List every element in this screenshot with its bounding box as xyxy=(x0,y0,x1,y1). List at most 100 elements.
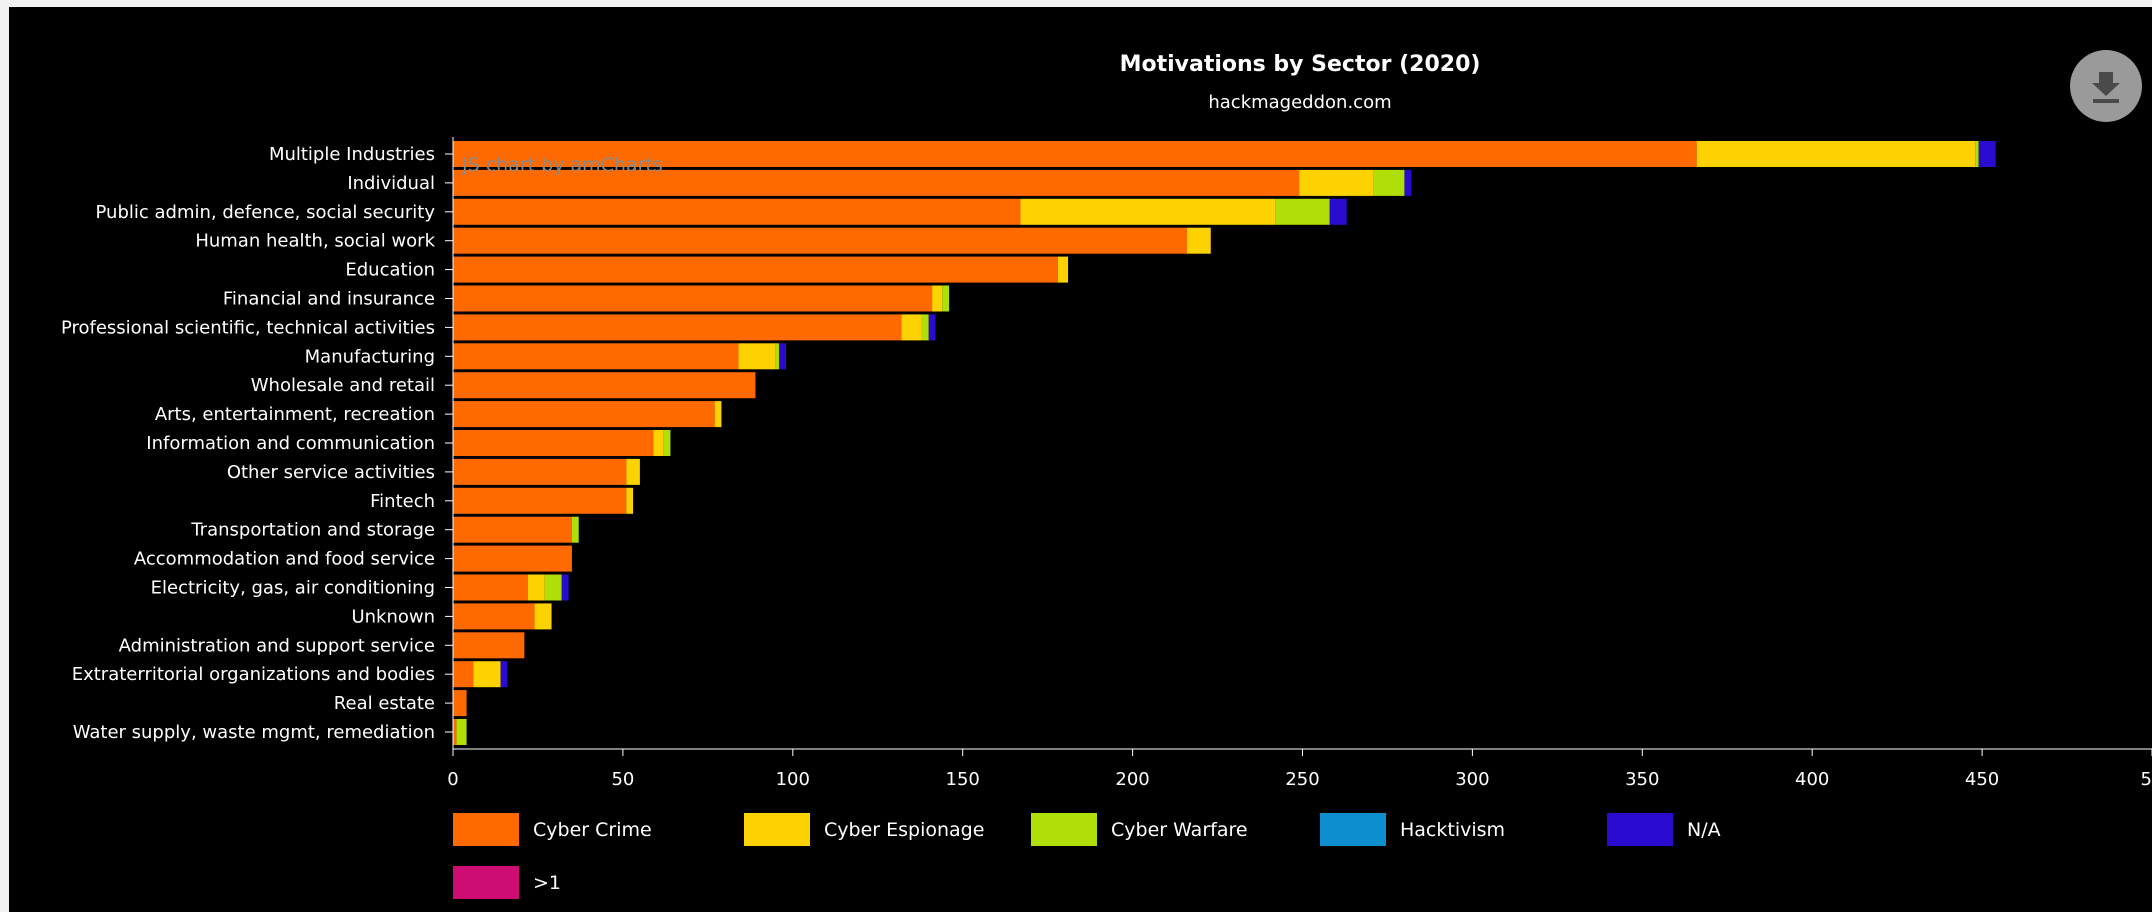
bar-segment[interactable]: Cyber Espionage: 5 xyxy=(534,603,552,630)
amcharts-credit[interactable]: JS chart by amCharts xyxy=(461,154,663,176)
bar-segment[interactable]: Cyber Crime: 216 xyxy=(453,227,1187,254)
bar-segment[interactable]: Cyber Espionage: 22 xyxy=(1299,169,1374,196)
bar-segment[interactable]: N/A: 5 xyxy=(1978,141,1996,167)
legend-swatch xyxy=(453,813,519,846)
category-label: Public admin, defence, social security xyxy=(96,202,436,223)
bar-segment[interactable]: Cyber Warfare: 2 xyxy=(571,516,579,543)
bar-segment[interactable]: Cyber Espionage: 3 xyxy=(653,430,664,456)
bar-segment[interactable]: N/A: 2 xyxy=(1404,169,1412,196)
x-tick-label: 50 xyxy=(611,769,634,790)
bar-segment[interactable]: Cyber Espionage: 3 xyxy=(932,285,943,312)
x-tick-label: 150 xyxy=(946,769,980,790)
x-axis: 0 50 100 150 200 250 300 350 400 450 50 xyxy=(447,137,2152,790)
bar-segment[interactable]: N/A: 5 xyxy=(1329,198,1347,225)
bar-segment[interactable]: Cyber Espionage: 7 xyxy=(1186,227,1211,254)
bar-segment[interactable]: Cyber Warfare: 3 xyxy=(456,719,467,745)
bar-segment[interactable]: Cyber Espionage: 11 xyxy=(738,343,776,370)
legend-item[interactable]: Cyber Espionage xyxy=(744,813,984,846)
bar-segment[interactable]: Cyber Espionage: 2 xyxy=(626,487,634,514)
bar-segment[interactable]: Cyber Crime: 1 xyxy=(453,719,457,745)
legend-swatch xyxy=(744,813,810,846)
bar-segment[interactable]: N/A: 2 xyxy=(500,661,508,688)
bar-segment[interactable]: Cyber Crime: 77 xyxy=(453,401,715,428)
bar-segment[interactable]: Cyber Warfare: 2 xyxy=(942,285,950,312)
legend-swatch xyxy=(1320,813,1386,846)
bar-segment[interactable]: Cyber Warfare: 9 xyxy=(1373,169,1405,196)
category-label: Financial and insurance xyxy=(223,289,435,310)
bar-segment[interactable]: Cyber Crime: 35 xyxy=(453,516,572,543)
category-label: Electricity, gas, air conditioning xyxy=(151,578,435,599)
bar-segment[interactable]: Cyber Warfare: 16 xyxy=(1275,198,1330,225)
bar-segment[interactable]: Cyber Crime: 141 xyxy=(453,285,933,312)
bar-segment[interactable]: Cyber Crime: 249 xyxy=(453,169,1300,196)
bar-segment[interactable]: Cyber Espionage: 8 xyxy=(473,661,501,688)
bar-segment[interactable]: Cyber Espionage: 75 xyxy=(1020,198,1276,225)
category-label: Unknown xyxy=(351,606,435,627)
chart-subtitle: hackmageddon.com xyxy=(1208,92,1391,113)
bar-segment[interactable]: Cyber Crime: 84 xyxy=(453,343,739,370)
bar-segment[interactable]: Cyber Espionage: 5 xyxy=(527,574,545,601)
bar-segment[interactable]: Cyber Warfare: 1 xyxy=(775,343,780,370)
legend-label: N/A xyxy=(1687,819,1721,841)
x-tick-label: 250 xyxy=(1285,769,1319,790)
bar-segment[interactable]: Cyber Crime: 21 xyxy=(453,632,525,659)
bar-segment[interactable]: Cyber Crime: 24 xyxy=(453,603,535,630)
category-labels: Multiple Industries Individual Public admi… xyxy=(61,144,453,743)
category-label: Transportation and storage xyxy=(190,520,435,541)
chart-panel: Motivations by Sector (2020) hackmageddo… xyxy=(9,7,2152,912)
legend-item[interactable]: Cyber Warfare xyxy=(1031,813,1248,846)
bar-segment[interactable]: Cyber Espionage: 2 xyxy=(714,401,722,428)
x-tick-label: 450 xyxy=(1965,769,1999,790)
bar-segment[interactable]: Cyber Warfare: 5 xyxy=(544,574,562,601)
x-tick-label: 350 xyxy=(1625,769,1659,790)
bar-segment[interactable]: Cyber Crime: 167 xyxy=(453,198,1021,225)
bars-layer: Cyber Crime: 366Cyber Espionage: 82Cyber… xyxy=(453,141,1996,745)
legend-item[interactable]: >1 xyxy=(453,866,561,899)
legend-label: >1 xyxy=(533,872,561,894)
bar-segment[interactable]: N/A: 2 xyxy=(779,343,787,370)
legend-swatch xyxy=(1607,813,1673,846)
legend-item[interactable]: Cyber Crime xyxy=(453,813,652,846)
bar-segment[interactable]: Cyber Crime: 59 xyxy=(453,430,654,456)
legend-item[interactable]: Hacktivism xyxy=(1320,813,1505,846)
x-tick-label: 0 xyxy=(447,769,458,790)
bar-segment[interactable]: Cyber Espionage: 3 xyxy=(1057,256,1069,283)
bar-segment[interactable]: Cyber Warfare: 2 xyxy=(663,430,671,456)
download-button[interactable] xyxy=(2070,50,2142,122)
category-label: Real estate xyxy=(334,693,435,714)
legend: Cyber Crime Cyber Espionage Cyber Warfare H… xyxy=(453,813,1721,899)
bar-segment[interactable]: Cyber Crime: 366 xyxy=(453,141,1697,167)
bar-segment[interactable]: Cyber Warfare: 2 xyxy=(921,314,929,341)
bar-segment[interactable]: Cyber Crime: 132 xyxy=(453,314,902,341)
legend-label: Cyber Espionage xyxy=(824,819,984,841)
bar-segment[interactable]: N/A: 2 xyxy=(928,314,936,341)
legend-item[interactable]: N/A xyxy=(1607,813,1721,846)
bar-segment[interactable]: Cyber Espionage: 6 xyxy=(901,314,922,341)
category-label: Wholesale and retail xyxy=(251,375,435,396)
category-label: Extraterritorial organizations and bodie… xyxy=(72,664,435,685)
category-label: Other service activities xyxy=(227,462,435,483)
category-label: Professional scientific, technical activ… xyxy=(61,317,435,338)
legend-label: Cyber Crime xyxy=(533,819,652,841)
category-label: Human health, social work xyxy=(195,231,435,252)
category-label: Education xyxy=(345,260,435,281)
bar-segment[interactable]: Cyber Crime: 22 xyxy=(453,574,528,601)
download-icon xyxy=(2092,72,2120,103)
bar-segment[interactable]: Cyber Crime: 51 xyxy=(453,487,627,514)
category-label: Accommodation and food service xyxy=(134,549,435,570)
category-label: Information and communication xyxy=(146,433,435,454)
bar-segment[interactable]: Cyber Crime: 178 xyxy=(453,256,1058,283)
bar-segment[interactable]: Cyber Espionage: 4 xyxy=(626,458,640,485)
bar-segment[interactable]: Cyber Crime: 51 xyxy=(453,458,627,485)
bar-segment[interactable]: N/A: 2 xyxy=(561,574,569,601)
x-tick-label: 200 xyxy=(1115,769,1149,790)
bar-segment[interactable]: Cyber Crime: 6 xyxy=(453,661,474,688)
bar-segment[interactable]: Cyber Crime: 89 xyxy=(453,372,756,399)
chart-svg: Motivations by Sector (2020) hackmageddo… xyxy=(61,52,2152,899)
bar-segment[interactable]: Cyber Crime: 4 xyxy=(453,690,467,717)
bar-segment[interactable]: Cyber Espionage: 82 xyxy=(1696,141,1976,167)
category-label: Arts, entertainment, recreation xyxy=(155,404,435,425)
bar-segment[interactable]: Cyber Crime: 35 xyxy=(453,545,572,572)
x-tick-label: 400 xyxy=(1795,769,1829,790)
bar-segment[interactable]: Cyber Warfare: 1 xyxy=(1975,141,1979,167)
